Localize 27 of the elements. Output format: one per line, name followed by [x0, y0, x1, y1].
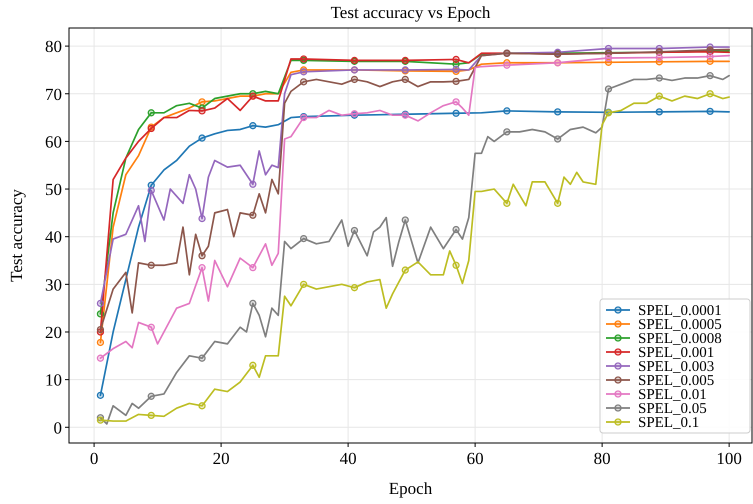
- y-tick-label: 80: [45, 37, 62, 56]
- x-tick-label: 20: [212, 449, 230, 468]
- x-tick-label: 80: [594, 449, 611, 468]
- y-tick-label: 20: [45, 322, 62, 342]
- legend-label: SPEL_0.003: [638, 359, 714, 375]
- y-tick-label: 0: [54, 418, 62, 438]
- y-tick-label: 50: [45, 180, 62, 200]
- x-tick-label: 0: [90, 449, 98, 468]
- legend-label: SPEL_0.01: [638, 387, 707, 403]
- x-tick-label: 60: [466, 449, 484, 468]
- y-tick-label: 40: [45, 228, 62, 247]
- y-tick-label: 10: [45, 370, 62, 390]
- y-tick-label: 70: [45, 84, 62, 104]
- legend-label: SPEL_0.001: [638, 345, 714, 361]
- y-axis-title: Test accuracy: [7, 188, 26, 282]
- y-tick-label: 30: [45, 275, 62, 294]
- legend-label: SPEL_0.05: [638, 401, 707, 417]
- chart-title: Test accuracy vs Epoch: [330, 3, 491, 22]
- legend-label: SPEL_0.0001: [638, 303, 722, 319]
- legend-label: SPEL_0.005: [638, 373, 714, 389]
- legend-label: SPEL_0.0005: [638, 317, 722, 333]
- x-axis-title: Epoch: [388, 479, 433, 498]
- x-tick-label: 40: [340, 449, 357, 468]
- x-tick-label: 100: [716, 449, 742, 468]
- legend-label: SPEL_0.0008: [638, 331, 722, 347]
- y-tick-label: 60: [45, 132, 62, 152]
- legend-label: SPEL_0.1: [638, 415, 700, 431]
